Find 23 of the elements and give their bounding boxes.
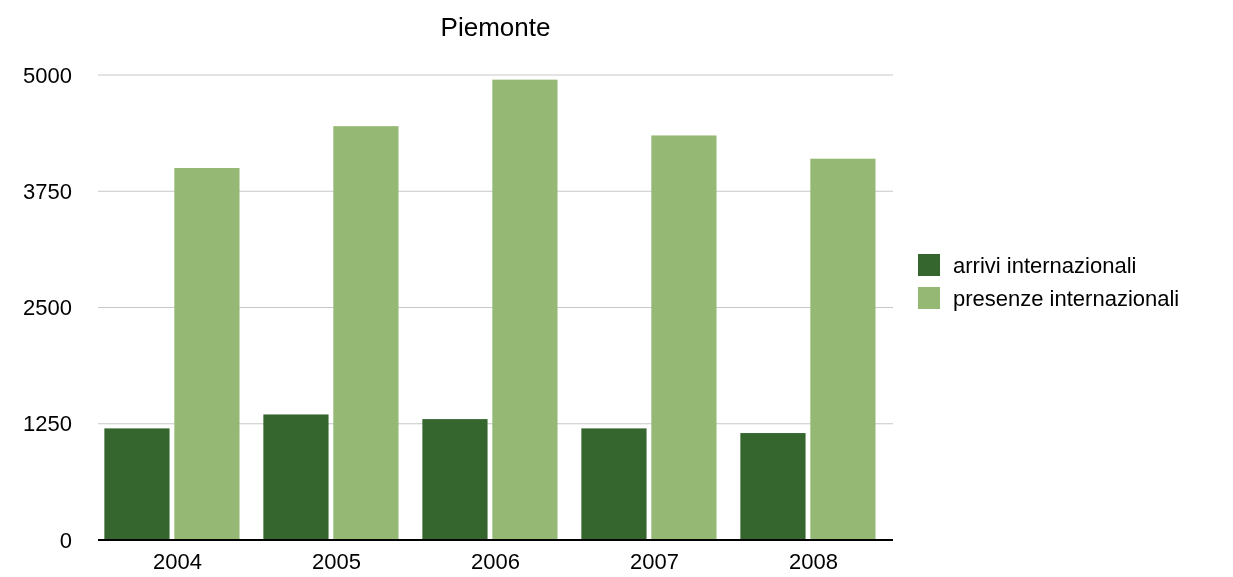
bar (740, 433, 806, 540)
legend-label: arrivi internazionali (953, 252, 1137, 278)
bar (492, 79, 558, 540)
x-tick-label: 2004 (153, 549, 202, 574)
bar (422, 419, 488, 540)
y-tick-label: 5000 (23, 62, 72, 88)
y-tick-label: 3750 (23, 178, 72, 204)
y-tick-label: 2500 (23, 295, 72, 321)
x-tick-label: 2006 (471, 549, 520, 574)
bar (810, 158, 876, 540)
bar (651, 135, 717, 540)
bar (174, 168, 240, 540)
chart-title: Piemonte (440, 12, 551, 42)
y-tick-label: 0 (59, 527, 72, 553)
bar (333, 126, 399, 540)
y-tick-label: 1250 (23, 411, 72, 437)
legend-label: presenze internazionali (953, 285, 1180, 311)
bar (581, 428, 647, 540)
bar (263, 414, 329, 540)
x-tick-label: 2007 (630, 549, 679, 574)
x-tick-label: 2005 (312, 549, 361, 574)
x-tick-label: 2008 (789, 549, 838, 574)
bar (104, 428, 170, 540)
